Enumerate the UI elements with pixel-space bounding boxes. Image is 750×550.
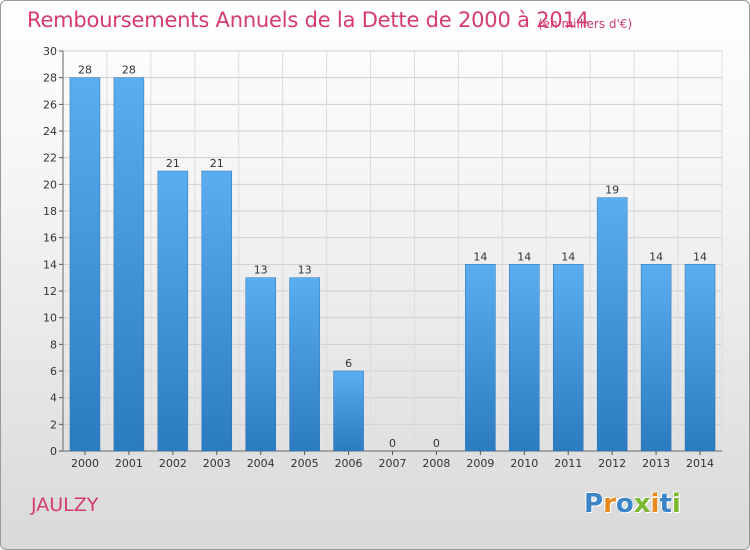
y-tick-label: 12 (43, 285, 57, 298)
y-tick-label: 14 (43, 258, 57, 271)
y-tick-label: 10 (43, 312, 57, 325)
unit-note: (en milliers d'€) (538, 17, 633, 31)
x-tick-label: 2010 (510, 457, 538, 470)
bar-2002 (157, 170, 189, 452)
data-label-2004: 13 (254, 264, 268, 277)
y-tick-label: 28 (43, 72, 57, 85)
bar-2003 (201, 170, 233, 452)
y-tick-label: 4 (50, 392, 57, 405)
logo-letter: o (615, 489, 634, 519)
y-tick-label: 20 (43, 178, 57, 191)
x-tick-label: 2011 (554, 457, 582, 470)
logo-letter: x (633, 489, 651, 519)
x-tick-label: 2003 (203, 457, 231, 470)
y-tick-label: 6 (50, 365, 57, 378)
bar-2013 (640, 264, 672, 452)
bar-2010 (509, 264, 540, 452)
bar-2004 (245, 277, 276, 452)
x-tick-label: 2014 (686, 457, 714, 470)
x-tick-label: 2008 (422, 457, 450, 470)
y-tick-label: 16 (43, 232, 57, 245)
bar-2011 (552, 264, 584, 452)
bar-2009 (465, 264, 496, 452)
x-tick-label: 2001 (115, 457, 143, 470)
bar-2005 (289, 277, 320, 452)
bar-2006 (333, 370, 364, 452)
bar-2014 (684, 264, 716, 452)
proxiti-logo: Proxiti (584, 489, 681, 519)
x-tick-label: 2006 (335, 457, 363, 470)
y-tick-label: 26 (43, 98, 57, 111)
data-label-2012: 19 (605, 184, 619, 197)
data-label-2011: 14 (561, 250, 575, 263)
bar-2001 (113, 77, 145, 452)
data-label-2010: 14 (517, 250, 531, 263)
bar-2012 (596, 197, 628, 452)
logo-letter: i (671, 489, 681, 519)
data-label-2014: 14 (693, 250, 707, 263)
x-tick-label: 2012 (598, 457, 626, 470)
data-label-2013: 14 (649, 250, 663, 263)
x-tick-label: 2002 (159, 457, 187, 470)
chart-title: Remboursements Annuels de la Dette de 20… (27, 8, 589, 32)
logo-letter: i (650, 489, 660, 519)
logo-letter: t (659, 489, 672, 519)
x-tick-label: 2007 (379, 457, 407, 470)
y-tick-label: 2 (50, 418, 57, 431)
y-tick-label: 18 (43, 205, 57, 218)
y-tick-label: 22 (43, 152, 57, 165)
data-label-2005: 13 (298, 264, 312, 277)
logo-letter: P (584, 489, 604, 519)
data-label-2003: 21 (210, 157, 224, 170)
data-label-2000: 28 (78, 64, 92, 77)
data-label-2001: 28 (122, 64, 136, 77)
data-label-2002: 21 (166, 157, 180, 170)
commune-name: JAULZY (31, 494, 99, 516)
x-tick-label: 2009 (466, 457, 494, 470)
bar-2000 (69, 77, 101, 452)
y-tick-label: 24 (43, 125, 57, 138)
data-label-2008: 0 (433, 437, 440, 450)
x-tick-labels: 2000 2001 2002 2003 2004 2005 2006 2007 2008 2009… (71, 457, 714, 470)
logo-letter: r (603, 489, 616, 519)
data-label-2006: 6 (345, 357, 352, 370)
x-tick-label: 2013 (642, 457, 670, 470)
x-tick-label: 2000 (71, 457, 99, 470)
data-label-2009: 14 (473, 250, 487, 263)
y-tick-label: 0 (50, 445, 57, 458)
bars (69, 77, 716, 452)
y-tick-label: 8 (50, 338, 57, 351)
data-labels: 28 28 21 21 13 13 6 0 0 14 14 14 19 14 14 (78, 64, 707, 450)
y-tick-label: 30 (43, 45, 57, 58)
x-tick-label: 2004 (247, 457, 275, 470)
data-label-2007: 0 (389, 437, 396, 450)
x-tick-label: 2005 (291, 457, 319, 470)
